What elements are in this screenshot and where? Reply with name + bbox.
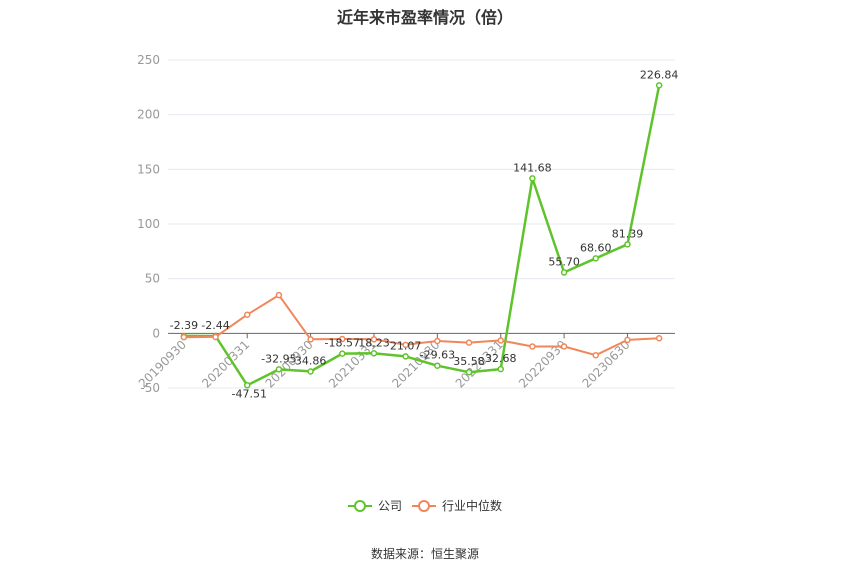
industry-data-point <box>592 351 600 359</box>
company-data-point <box>434 362 441 369</box>
data-source: 数据来源：恒生聚源 <box>370 547 479 561</box>
legend-label: 公司 <box>378 499 402 513</box>
x-tick-label: 20230630 <box>580 338 633 391</box>
y-tick-label: -50 <box>140 381 160 395</box>
company-data-label: 18.23 <box>358 336 390 349</box>
y-tick-label: 250 <box>137 53 160 67</box>
company-data-label: -47.51 <box>231 387 266 400</box>
company-series-line <box>183 85 661 387</box>
y-tick-label: 50 <box>145 272 160 286</box>
industry-data-point <box>339 335 346 343</box>
industry-data-point <box>465 339 473 346</box>
company-data-label: 21.07 <box>390 339 422 352</box>
company-data-point <box>592 255 600 262</box>
industry-data-point <box>624 336 631 344</box>
company-data-point <box>275 366 283 373</box>
series-layer <box>180 82 663 389</box>
company-data-point <box>370 350 378 357</box>
industry-data-point <box>655 335 663 342</box>
company-data-label: 226.84 <box>640 68 679 81</box>
company-data-label: 141.68 <box>513 161 552 174</box>
y-tick-label: 0 <box>152 326 160 340</box>
legend-item-company[interactable]: 公司 <box>348 499 402 513</box>
industry-data-point <box>212 333 219 341</box>
industry-data-point <box>307 336 314 343</box>
company-data-label: 68.60 <box>580 241 612 254</box>
company-data-point <box>529 175 536 182</box>
company-data-label: -2.39 <box>170 319 198 332</box>
company-data-label: 81.39 <box>612 227 644 240</box>
industry-data-point <box>370 336 378 343</box>
industry-data-point <box>243 311 251 318</box>
company-data-point <box>497 365 504 373</box>
company-data-label: 34.86 <box>295 354 327 367</box>
grid-lines <box>168 59 675 389</box>
company-data-label: -32.95 <box>261 352 296 365</box>
company-data-point <box>339 350 346 357</box>
company-data-label: -29.63 <box>420 349 455 362</box>
legend[interactable]: 公司 行业中位数 <box>348 498 502 513</box>
company-data-point <box>560 269 568 276</box>
company-data-point <box>624 241 631 248</box>
company-data-point <box>465 368 473 376</box>
company-data-point <box>243 382 251 389</box>
legend-item-industry[interactable]: 行业中位数 <box>412 498 502 513</box>
company-data-point <box>655 82 663 89</box>
legend-marker-icon <box>354 500 366 512</box>
y-tick-label: 150 <box>137 162 160 176</box>
industry-data-point <box>402 341 409 349</box>
company-data-label: 35.58 <box>453 355 485 368</box>
industry-data-point <box>180 333 188 341</box>
industry-data-point <box>529 343 536 350</box>
y-tick-label: 200 <box>137 108 160 122</box>
company-data-point <box>402 353 409 360</box>
x-tick-label: 20190930 <box>136 338 189 391</box>
company-data-label: -2.44 <box>201 319 229 332</box>
industry-series-line <box>183 294 660 357</box>
legend-label: 行业中位数 <box>442 498 502 513</box>
industry-data-point <box>560 343 568 350</box>
company-data-label: 32.68 <box>485 352 517 365</box>
company-data-label: 55.70 <box>548 255 580 268</box>
company-data-point <box>307 368 314 375</box>
y-tick-label: 100 <box>137 217 160 231</box>
industry-data-point <box>497 337 504 344</box>
industry-data-point <box>434 337 441 345</box>
chart-title: 近年来市盈率情况（倍） <box>336 8 513 27</box>
industry-data-point <box>275 291 283 299</box>
company-data-label: -18.57 <box>325 337 360 350</box>
legend-marker-icon <box>418 500 430 512</box>
y-axis-ticks: -50 0 50 100 150 200 250 <box>137 53 160 395</box>
